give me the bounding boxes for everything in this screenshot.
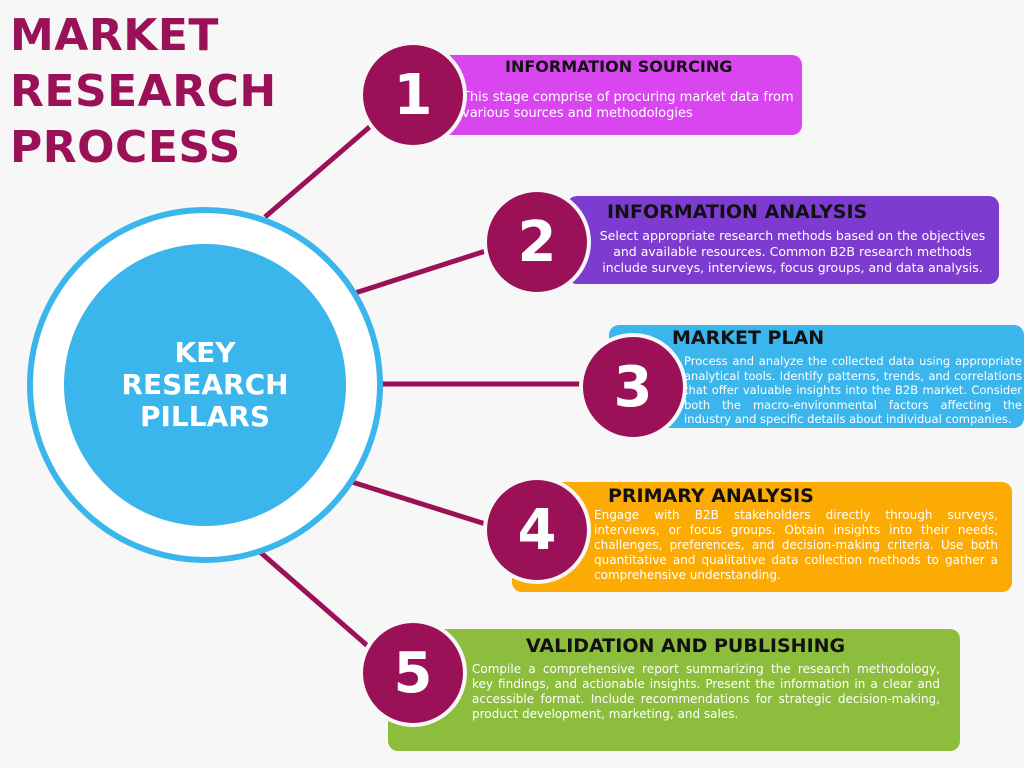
hub-key-research-pillars: KEY RESEARCH PILLARS bbox=[64, 244, 346, 526]
connector-5 bbox=[258, 550, 380, 657]
stage-number-badge: 1 bbox=[363, 45, 463, 145]
hub-line-2: RESEARCH bbox=[121, 368, 289, 401]
stage-heading: INFORMATION SOURCING bbox=[505, 57, 733, 76]
stage-card-3: MARKET PLAN Process and analyze the coll… bbox=[609, 325, 1024, 428]
connector-1 bbox=[263, 116, 382, 219]
title-line-3: PROCESS bbox=[10, 122, 241, 173]
stage-card-4: PRIMARY ANALYSIS Engage with B2B stakeho… bbox=[512, 482, 1012, 592]
stage-number-badge: 5 bbox=[363, 623, 463, 723]
stage-card-5: VALIDATION AND PUBLISHING Compile a comp… bbox=[388, 629, 960, 751]
stage-number-badge: 4 bbox=[487, 480, 587, 580]
stage-description: Process and analyze the collected data u… bbox=[684, 354, 1022, 426]
stage-heading: INFORMATION ANALYSIS bbox=[607, 201, 868, 223]
hub-line-1: KEY bbox=[174, 336, 236, 369]
stage-heading: PRIMARY ANALYSIS bbox=[608, 485, 814, 507]
stage-card-2: INFORMATION ANALYSIS Select appropriate … bbox=[567, 196, 999, 284]
stage-number-badge: 3 bbox=[583, 337, 683, 437]
stage-card-1: INFORMATION SOURCING This stage comprise… bbox=[425, 55, 802, 135]
stage-description: This stage comprise of procuring market … bbox=[462, 90, 794, 121]
stage-description: Engage with B2B stakeholders directly th… bbox=[594, 508, 998, 582]
stage-description: Select appropriate research methods base… bbox=[599, 228, 986, 275]
title-line-1: MARKET bbox=[10, 10, 219, 61]
stage-heading: MARKET PLAN bbox=[672, 327, 825, 349]
title-line-2: RESEARCH bbox=[10, 66, 277, 117]
connector-2 bbox=[354, 245, 496, 296]
stage-description: Compile a comprehensive report summarizi… bbox=[472, 662, 940, 721]
stage-number-badge: 2 bbox=[487, 192, 587, 292]
hub-line-3: PILLARS bbox=[139, 400, 271, 433]
page-title: MARKET RESEARCH PROCESS bbox=[10, 8, 277, 176]
connector-4 bbox=[351, 479, 496, 530]
stage-heading: VALIDATION AND PUBLISHING bbox=[526, 635, 846, 657]
